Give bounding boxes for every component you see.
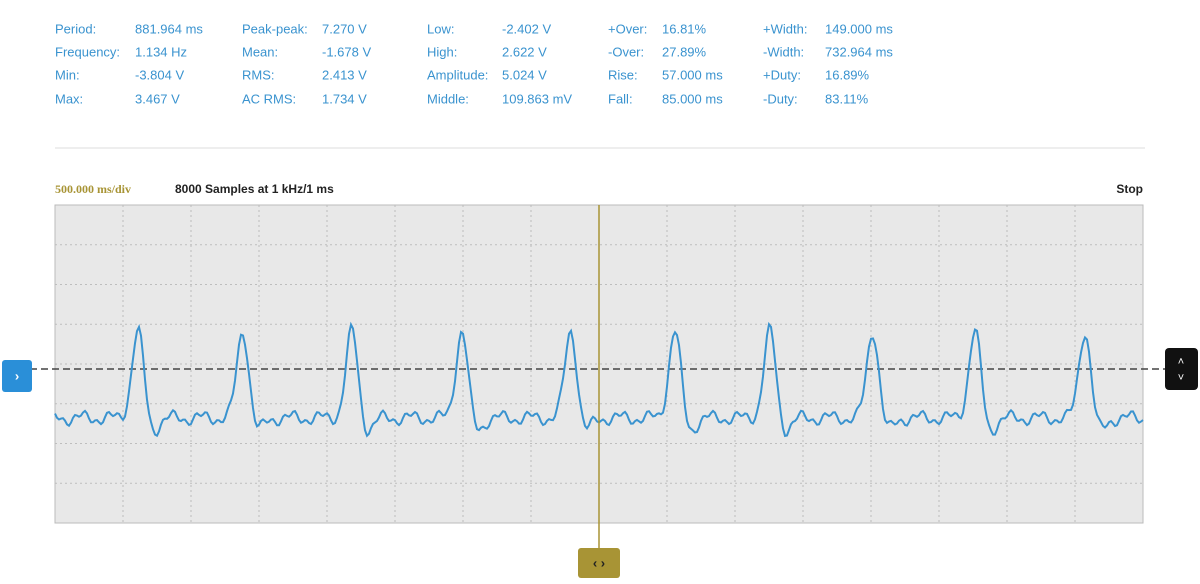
measurement-label: +Over: [608,21,647,36]
measurement-value: 109.863 mV [502,91,572,106]
measurement-label: -Over: [608,44,644,59]
measurement-label: Max: [55,91,83,106]
measurement-label: -Width: [763,44,804,59]
offset-handle[interactable]: ˄ ˅ [1165,348,1198,390]
measurement-value: 83.11% [825,91,869,106]
measurement-value: 85.000 ms [662,91,723,106]
measurement-value: 2.622 V [502,44,547,59]
measurement-value: 2.413 V [322,67,367,82]
timebase[interactable]: 500.000 ms/div [55,182,131,196]
samples-info: 8000 Samples at 1 kHz/1 ms [175,182,334,196]
run-status[interactable]: Stop [1116,182,1143,196]
svg-text:›: › [15,368,19,383]
measurement-label: Middle: [427,91,469,106]
measurement-label: AC RMS: [242,91,296,106]
measurement-value: 149.000 ms [825,21,893,36]
measurement-value: 27.89% [662,44,707,59]
trigger-left-handle[interactable]: › [2,360,32,392]
svg-text:˅: ˅ [1178,372,1184,384]
measurement-value: 5.024 V [502,67,547,82]
measurement-label: Peak-peak: [242,21,308,36]
measurement-value: 732.964 ms [825,44,893,59]
measurement-label: Low: [427,21,454,36]
measurement-label: Amplitude: [427,67,488,82]
measurement-value: -2.402 V [502,21,551,36]
measurement-label: High: [427,44,457,59]
measurement-value: -3.804 V [135,67,184,82]
measurement-value: 16.81% [662,21,707,36]
measurement-value: 57.000 ms [662,67,723,82]
svg-text:˄: ˄ [1178,356,1184,368]
measurement-label: RMS: [242,67,275,82]
measurement-label: Fall: [608,91,633,106]
measurement-value: 1.734 V [322,91,367,106]
cursor-handle[interactable]: ‹ › [578,548,620,578]
measurement-label: Mean: [242,44,278,59]
measurement-value: 881.964 ms [135,21,203,36]
measurement-label: -Duty: [763,91,798,106]
measurement-label: Rise: [608,67,638,82]
measurement-value: 7.270 V [322,21,367,36]
svg-text:‹ ›: ‹ › [593,555,605,570]
measurement-value: 16.89% [825,67,870,82]
measurement-label: Frequency: [55,44,120,59]
measurement-label: Min: [55,67,80,82]
measurement-value: 1.134 Hz [135,44,187,59]
measurement-label: +Duty: [763,67,801,82]
measurement-label: Period: [55,21,96,36]
measurement-value: 3.467 V [135,91,180,106]
measurement-label: +Width: [763,21,807,36]
measurement-value: -1.678 V [322,44,371,59]
